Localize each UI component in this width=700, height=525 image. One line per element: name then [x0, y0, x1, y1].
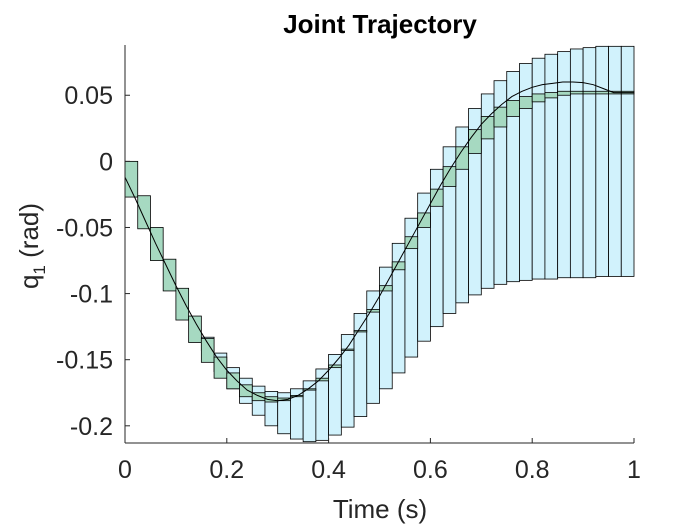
- inner-box-14: [302, 388, 317, 391]
- outer-box-26: [531, 57, 546, 280]
- inner-box-8: [226, 372, 240, 390]
- inner-box-30: [506, 100, 520, 117]
- outer-box-11: [340, 334, 355, 428]
- inner-box-17: [340, 348, 355, 351]
- inner-box-22: [404, 236, 419, 250]
- outer-box-12: [353, 313, 368, 417]
- inner-box-26: [455, 146, 469, 170]
- inner-box-23: [417, 212, 431, 228]
- inner-box-0: [124, 160, 139, 198]
- y-axis-label-base: q: [14, 275, 44, 289]
- inner-box-35: [569, 90, 584, 95]
- outer-box-25: [519, 63, 533, 281]
- inner-interval-boxes: [124, 90, 635, 403]
- inner-box-31: [519, 96, 533, 109]
- inner-box-6: [200, 338, 215, 363]
- chart-title: Joint Trajectory: [283, 9, 477, 39]
- inner-box-15: [315, 377, 330, 382]
- y-axis-label: q1 (rad): [14, 203, 49, 289]
- trajectory-line: [124, 81, 634, 402]
- inner-box-37: [595, 90, 609, 95]
- x-tick-label: 0.4: [311, 456, 346, 484]
- x-tick-label: 0.8: [515, 456, 550, 484]
- y-tick-label: -0.15: [56, 347, 113, 375]
- outer-box-30: [582, 47, 597, 279]
- x-tick-label: 0: [118, 456, 132, 484]
- y-axis-ticks: 0.05 0 -0.05 -0.1 -0.15 -0.2: [56, 82, 130, 441]
- inner-box-18: [353, 330, 368, 333]
- inner-box-19: [366, 309, 380, 313]
- y-tick-label: -0.2: [70, 413, 113, 441]
- outer-box-28: [557, 51, 571, 279]
- inner-box-7: [213, 356, 228, 379]
- inner-box-28: [480, 116, 495, 140]
- y-tick-label: -0.1: [70, 281, 113, 309]
- y-tick-label: 0: [99, 148, 113, 176]
- inner-box-1: [137, 195, 151, 230]
- y-tick-label: 0.05: [64, 82, 113, 110]
- inner-box-33: [544, 92, 559, 99]
- y-axis-label-rest: (rad): [14, 203, 44, 265]
- outer-box-29: [569, 48, 584, 279]
- inner-box-24: [429, 188, 444, 207]
- outer-box-27: [544, 53, 559, 280]
- x-tick-label: 0.6: [413, 456, 448, 484]
- y-axis-label-subscript: 1: [30, 265, 49, 274]
- y-tick-label: -0.05: [56, 214, 113, 242]
- inner-box-32: [531, 93, 546, 103]
- inner-box-36: [582, 90, 597, 95]
- outer-box-32: [608, 45, 622, 277]
- inner-box-20: [379, 285, 393, 292]
- inner-box-9: [239, 384, 253, 398]
- outer-box-33: [620, 45, 635, 277]
- x-axis-ticks: 0 0.2 0.4 0.6 0.8 1: [118, 438, 641, 484]
- inner-box-16: [328, 364, 342, 369]
- inner-box-4: [175, 287, 190, 321]
- inner-box-5: [188, 315, 202, 343]
- inner-box-34: [557, 90, 571, 96]
- x-tick-label: 0.2: [209, 456, 244, 484]
- inner-box-29: [493, 106, 508, 128]
- x-axis-label: Time (s): [333, 494, 427, 524]
- inner-box-3: [162, 258, 177, 292]
- inner-box-25: [442, 166, 457, 187]
- x-tick-label: 1: [627, 456, 641, 484]
- outer-box-31: [595, 45, 609, 277]
